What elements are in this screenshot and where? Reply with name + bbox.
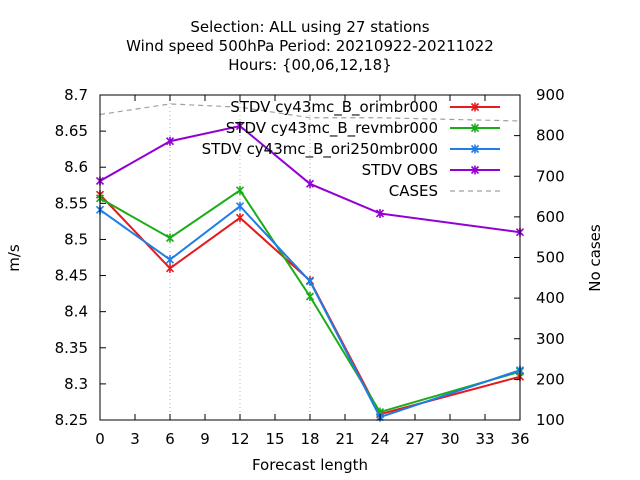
- x-tick-label: 24: [370, 430, 389, 448]
- x-tick-label: 27: [405, 430, 424, 448]
- x-tick-label: 3: [130, 430, 140, 448]
- legend-marker: [470, 165, 480, 175]
- chart-title: Selection: ALL using 27 stations Wind sp…: [126, 18, 494, 74]
- y2-tick-label: 900: [536, 86, 565, 104]
- legend-label: STDV cy43mc_B_revmbr000: [226, 119, 438, 138]
- x-tick-label: 21: [335, 430, 354, 448]
- x-axis-label: Forecast length: [252, 456, 368, 474]
- x-tick-label: 30: [440, 430, 459, 448]
- cases-line: [99, 103, 521, 122]
- y-tick-label: 8.35: [55, 339, 88, 357]
- y2-tick-label: 400: [536, 289, 565, 307]
- y2-tick-label: 300: [536, 330, 565, 348]
- y-tick-label: 8.25: [55, 411, 88, 429]
- title-line-2: Wind speed 500hPa Period: 20210922-20211…: [126, 37, 494, 55]
- data-point: [165, 263, 175, 273]
- data-point: [235, 213, 245, 223]
- legend-label: STDV cy43mc_B_orimbr000: [230, 98, 438, 117]
- y-tick-label: 8.3: [64, 375, 88, 393]
- data-point: [305, 276, 315, 286]
- x-tick-label: 0: [95, 430, 105, 448]
- y2-tick-label: 800: [536, 127, 565, 145]
- data-point: [375, 208, 385, 218]
- y-tick-label: 8.65: [55, 122, 88, 140]
- y2-tick-label: 200: [536, 370, 565, 388]
- legend-marker: [470, 123, 480, 133]
- x-axis: 0 3 6 9 12 15 18 21 24 27 30 33 36: [95, 95, 530, 448]
- data-point: [305, 292, 315, 301]
- y-tick-label: 8.55: [55, 194, 88, 212]
- series-2: [95, 185, 525, 417]
- y-tick-label: 8.4: [64, 303, 88, 321]
- y2-tick-label: 700: [536, 167, 565, 185]
- legend-label: STDV cy43mc_B_ori250mbr000: [202, 140, 438, 159]
- data-point: [235, 201, 245, 211]
- y-tick-label: 8.5: [64, 230, 88, 248]
- x-tick-label: 18: [300, 430, 319, 448]
- x-tick-label: 6: [165, 430, 175, 448]
- series-line: [99, 193, 521, 416]
- y2-axis-label: No cases: [586, 224, 604, 292]
- data-point: [165, 255, 175, 265]
- legend: STDV cy43mc_B_orimbr000 STDV cy43mc_B_rev…: [202, 98, 500, 200]
- title-line-3: Hours: {00,06,12,18}: [228, 56, 392, 74]
- y-tick-label: 8.45: [55, 267, 88, 285]
- data-point: [305, 179, 315, 189]
- legend-marker: [470, 144, 480, 154]
- series-line: [99, 124, 521, 234]
- legend-label: STDV OBS: [362, 161, 438, 179]
- data-point: [165, 233, 175, 243]
- y-axis-label: m/s: [5, 244, 23, 272]
- y-tick-label: 8.7: [64, 86, 88, 104]
- x-tick-label: 9: [200, 430, 210, 448]
- x-tick-label: 12: [230, 430, 249, 448]
- y2-axis: 100 200 300 400 500 600 700 800 900: [514, 86, 565, 429]
- data-point: [235, 185, 245, 195]
- x-tick-label: 15: [265, 430, 284, 448]
- data-point: [235, 121, 245, 131]
- y2-tick-label: 500: [536, 249, 565, 267]
- legend-label: CASES: [389, 182, 438, 200]
- y2-tick-label: 100: [536, 411, 565, 429]
- series-line: [99, 204, 521, 419]
- data-point: [165, 136, 175, 146]
- x-tick-label: 33: [475, 430, 494, 448]
- legend-marker: [470, 102, 480, 112]
- y2-tick-label: 600: [536, 208, 565, 226]
- cases-layer: [99, 103, 521, 122]
- x-tick-label: 36: [510, 430, 529, 448]
- y-tick-label: 8.6: [64, 158, 88, 176]
- y-axis: 8.25 8.3 8.35 8.4 8.45 8.5 8.55 8.6 8.65 8.7: [55, 86, 106, 429]
- title-line-1: Selection: ALL using 27 stations: [190, 18, 429, 36]
